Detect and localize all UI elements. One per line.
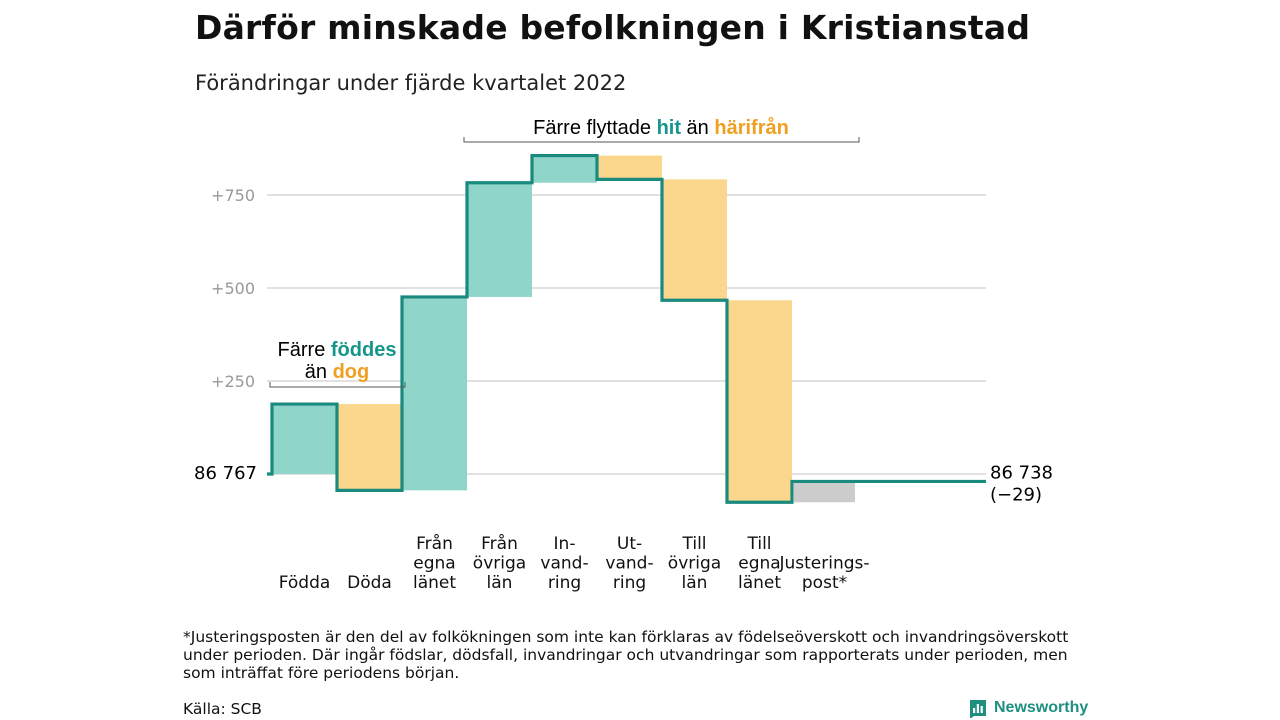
bar bbox=[727, 300, 792, 503]
category-label: Justerings- bbox=[778, 554, 869, 574]
category-label: Döda bbox=[347, 573, 392, 593]
migration-bracket bbox=[463, 137, 860, 143]
category-label: län bbox=[682, 573, 708, 593]
y-tick-label: +250 bbox=[211, 372, 255, 391]
category-label: Födda bbox=[279, 573, 331, 593]
category-label: länet bbox=[413, 573, 456, 593]
brand: Newsworthy bbox=[968, 696, 1088, 720]
category-label: län bbox=[487, 573, 513, 593]
bars bbox=[272, 155, 855, 503]
bar bbox=[272, 404, 337, 474]
ann-births-w2: föddes bbox=[331, 339, 397, 361]
newsworthy-logo-icon bbox=[970, 700, 986, 718]
ann-births-w4: dog bbox=[333, 361, 370, 383]
footnote: *Justeringsposten är den del av folkökni… bbox=[183, 628, 1069, 682]
ann-migration-w3: än bbox=[681, 117, 714, 139]
category-label: övriga bbox=[668, 554, 721, 574]
bar bbox=[662, 179, 727, 301]
ann-migration-w1: Färre flyttade bbox=[533, 117, 656, 139]
category-label: post* bbox=[802, 573, 847, 593]
population-step-line bbox=[267, 153, 986, 504]
bar bbox=[532, 155, 597, 183]
chart-subtitle: Förändringar under fjärde kvartalet 2022 bbox=[195, 71, 627, 95]
ann-migration-w2: hit bbox=[657, 117, 682, 139]
category-label: Från bbox=[416, 533, 453, 554]
category-label: ring bbox=[548, 573, 581, 593]
ann-births-w3: än bbox=[305, 361, 333, 383]
svg-text:Färre föddes: Färre föddes bbox=[278, 339, 397, 361]
bar bbox=[467, 182, 532, 297]
category-label: Från bbox=[481, 533, 518, 554]
y-tick-label: +500 bbox=[211, 279, 255, 298]
ann-births-w1: Färre bbox=[278, 339, 331, 361]
births-deaths-bracket bbox=[269, 382, 406, 388]
category-label: egna bbox=[413, 554, 455, 574]
end-change-label: (−29) bbox=[990, 484, 1042, 505]
chart-title: Därför minskade befolkningen i Kristians… bbox=[195, 8, 1031, 47]
category-label: In- bbox=[554, 534, 576, 554]
category-label: länet bbox=[738, 573, 781, 593]
category-labels: Födda DödaFrånegnalänetFrånövrigalänIn-va… bbox=[279, 533, 870, 593]
y-tick-label: +750 bbox=[211, 186, 255, 205]
category-label: vand- bbox=[540, 554, 588, 574]
y-axis-ticks: +250 +500 +750 bbox=[211, 186, 255, 391]
source-label: Källa: SCB bbox=[183, 700, 262, 718]
bar bbox=[794, 481, 855, 503]
bar bbox=[597, 155, 662, 180]
category-label: Till bbox=[746, 534, 771, 554]
ann-migration-w4: härifrån bbox=[714, 116, 788, 139]
brand-name: Newsworthy bbox=[994, 699, 1089, 716]
bar bbox=[337, 404, 402, 491]
category-label: övriga bbox=[473, 554, 526, 574]
category-label: Ut- bbox=[617, 534, 642, 554]
svg-text:Färre flyttade hit än härifrån: Färre flyttade hit än härifrån bbox=[533, 116, 789, 139]
svg-text:än dog: än dog bbox=[305, 361, 369, 383]
category-label: vand- bbox=[605, 554, 653, 574]
migration-annotation: Färre flyttade hit än härifrån bbox=[463, 116, 860, 143]
category-label: Till bbox=[681, 534, 706, 554]
category-label: egna bbox=[738, 554, 780, 574]
category-label: ring bbox=[613, 573, 646, 593]
start-value-label: 86 767 bbox=[194, 463, 257, 484]
end-value-label: 86 738 bbox=[990, 462, 1053, 483]
waterfall-chart: +250+500+750 Födda DödaFrånegnalänetFrånö… bbox=[194, 116, 1053, 593]
bar bbox=[402, 296, 467, 491]
births-deaths-annotation: Färre föddes än dog bbox=[269, 339, 406, 388]
